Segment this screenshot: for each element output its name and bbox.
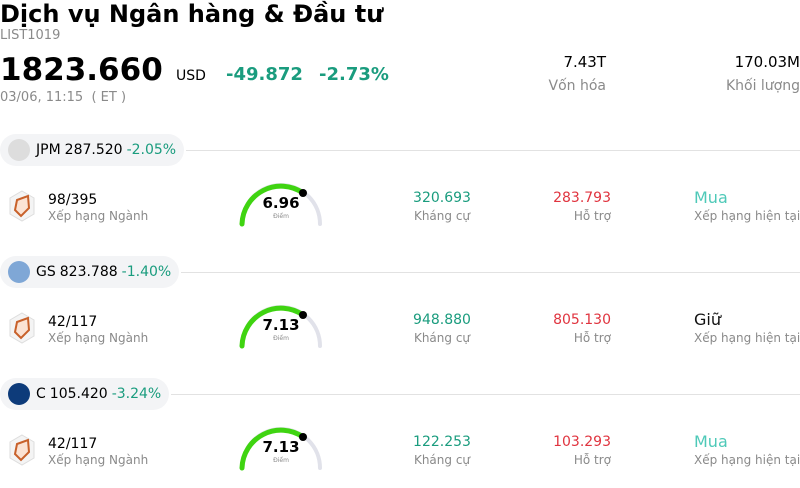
score: 7.13 [262, 438, 300, 456]
stock-logo [8, 261, 30, 283]
rank: 42/117 [48, 436, 98, 452]
support-label: Hỗ trợ [573, 453, 611, 467]
timestamp: 03/06, 11:15 ( ET ) [0, 90, 127, 105]
support: 283.793 [553, 190, 611, 206]
stat-value: 7.43T [563, 53, 606, 71]
support-label: Hỗ trợ [573, 209, 611, 223]
resistance: 320.693 [413, 190, 471, 206]
rating-label: Xếp hạng hiện tại [694, 331, 800, 345]
score-gauge [239, 305, 322, 349]
index-code: LIST1019 [0, 28, 61, 43]
score-label: Điểm [273, 457, 289, 464]
rating-label: Xếp hạng hiện tại [694, 453, 800, 467]
separator [171, 394, 800, 395]
stock-logo [8, 383, 30, 405]
resistance: 948.880 [413, 312, 471, 328]
stock-pill[interactable]: GS 823.788 -1.40% [0, 256, 180, 288]
stock-logo [8, 139, 30, 161]
stock-price: 287.520 [64, 142, 123, 158]
currency: USD [176, 68, 206, 84]
score-gauge [239, 183, 322, 227]
score-gauge [239, 427, 322, 471]
rank-icon [9, 190, 35, 222]
resistance-label: Kháng cự [413, 209, 471, 223]
ticker: JPM [36, 142, 61, 158]
stock-change: -3.24% [111, 386, 162, 402]
stat-label: Vốn hóa [548, 78, 606, 94]
score-label: Điểm [273, 335, 289, 342]
ticker: C [36, 386, 46, 402]
resistance: 122.253 [413, 434, 471, 450]
separator [181, 272, 800, 273]
score: 6.96 [262, 194, 300, 212]
rank-label: Xếp hạng Ngành [48, 331, 149, 345]
rank-label: Xếp hạng Ngành [48, 209, 149, 223]
separator [186, 150, 800, 151]
change: -49.872 [226, 64, 303, 85]
resistance-label: Kháng cự [413, 453, 471, 467]
price: 1823.660 [0, 52, 163, 88]
ticker: GS [36, 264, 56, 280]
rank-label: Xếp hạng Ngành [48, 453, 149, 467]
stock-price: 823.788 [59, 264, 118, 280]
score-label: Điểm [273, 213, 289, 220]
rating: Mua [694, 188, 728, 207]
rank-icon [9, 312, 35, 344]
stat-label: Khối lượng [725, 78, 800, 94]
rating: Giữ [694, 310, 721, 329]
support-label: Hỗ trợ [573, 331, 611, 345]
support: 103.293 [553, 434, 611, 450]
stock-price: 105.420 [49, 386, 108, 402]
stock-change: -2.05% [126, 142, 177, 158]
resistance-label: Kháng cự [413, 331, 471, 345]
rating: Mua [694, 432, 728, 451]
support: 805.130 [553, 312, 611, 328]
rank: 98/395 [48, 192, 98, 208]
stat-value: 170.03M [734, 53, 800, 71]
stock-change: -1.40% [121, 264, 172, 280]
stock-pill[interactable]: C 105.420 -3.24% [0, 378, 170, 410]
rating-label: Xếp hạng hiện tại [694, 209, 800, 223]
score: 7.13 [262, 316, 300, 334]
stock-pill[interactable]: JPM 287.520 -2.05% [0, 134, 185, 166]
change-percent: -2.73% [319, 64, 389, 85]
title: Dịch vụ Ngân hàng & Đầu tư [0, 0, 384, 28]
rank: 42/117 [48, 314, 98, 330]
rank-icon [9, 434, 35, 466]
